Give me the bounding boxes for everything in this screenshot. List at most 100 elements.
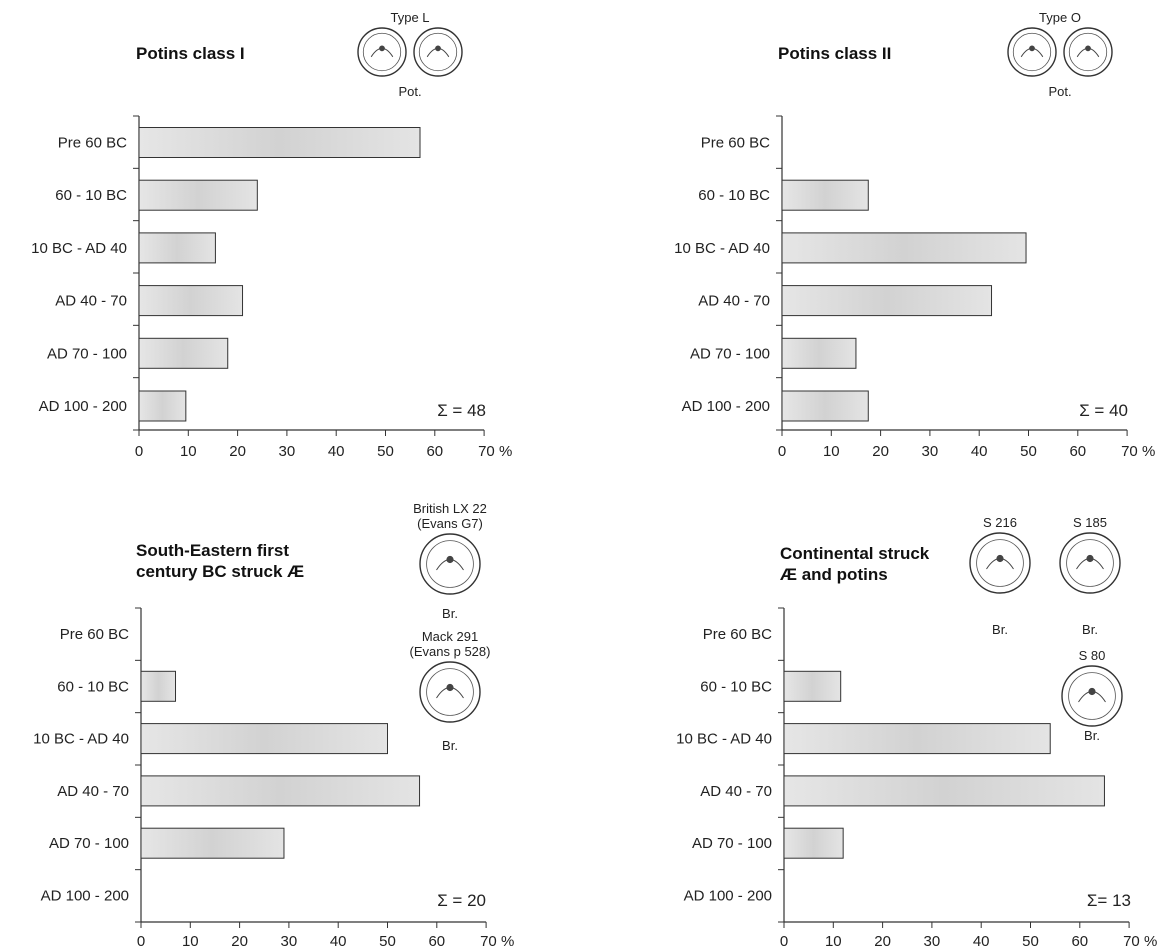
- british-coin-lx22-icon: [419, 533, 481, 595]
- chart-3-category-label: 10 BC - AD 40: [33, 731, 129, 748]
- potin-coin-type-l-icon-reverse-rim: [413, 27, 463, 77]
- chart-3-coin-caption-line: (Evans G7): [417, 516, 483, 531]
- chart-4-category-label: 60 - 10 BC: [700, 678, 772, 695]
- chart-2-x-tick-label: 20: [872, 443, 889, 460]
- coin-s185-icon: [1059, 532, 1121, 594]
- chart-4-category-label: AD 40 - 70: [700, 783, 772, 800]
- chart-1-x-tick-label: 70 %: [478, 443, 512, 460]
- chart-4-coin-caption: S 216: [983, 515, 1017, 530]
- chart-4-sum-annotation: Σ= 13: [1087, 891, 1131, 910]
- chart-4: Continental struck Æ and potins Pre 60 BC 6…: [676, 515, 1157, 950]
- chart-1-coin-caption-line: Type L: [390, 10, 429, 25]
- chart-3-bar: [140, 827, 285, 859]
- potin-coin-type-o-icon-reverse: [1063, 27, 1113, 77]
- chart-1-x-tick-label: 60: [426, 443, 443, 460]
- mack-291-coin-icon-inner: [426, 668, 474, 716]
- chart-2-bar: [781, 337, 857, 369]
- chart-4-coin-caption: S 185: [1073, 515, 1107, 530]
- british-coin-lx22-icon-inner: [426, 540, 474, 588]
- potin-coin-type-o-icon-obverse: [1007, 27, 1057, 77]
- chart-2-category-label: AD 100 - 200: [682, 398, 770, 415]
- chart-4-coin-caption: Br.: [1082, 622, 1098, 637]
- chart-3-x-tick-label: 40: [330, 933, 347, 950]
- potin-coin-type-o-icon-obverse-rim: [1007, 27, 1057, 77]
- chart-3-coin-caption-line: Mack 291: [422, 629, 478, 644]
- chart-4-title-line: Continental struck: [780, 544, 930, 563]
- chart-3-title: South-Eastern first century BC struck Æ: [136, 541, 304, 581]
- chart-2-category-label: AD 40 - 70: [698, 293, 770, 310]
- chart-1-sum-annotation: Σ = 48: [437, 401, 486, 420]
- chart-4-coin-caption-line: S 216: [983, 515, 1017, 530]
- coin-s216-icon-inner: [976, 539, 1024, 587]
- mack-291-coin-icon: [419, 661, 481, 723]
- chart-1-category-label: 60 - 10 BC: [55, 187, 127, 204]
- chart-1-coin-caption: Type L: [390, 10, 429, 25]
- chart-3-coin-caption: British LX 22 (Evans G7): [413, 501, 487, 531]
- chart-3-bar: [140, 723, 388, 755]
- coin-s80-icon-rim: [1061, 665, 1123, 727]
- potin-coin-type-o-icon-reverse-rim: [1063, 27, 1113, 77]
- chart-2-category-label: Pre 60 BC: [701, 135, 770, 152]
- potin-coin-type-l-icon-reverse: [413, 27, 463, 77]
- chart-2-category-label: 10 BC - AD 40: [674, 240, 770, 257]
- mack-291-coin-icon-rim: [419, 661, 481, 723]
- chart-1-bar: [138, 337, 229, 369]
- chart-2: Potins class II Pre 60 BC 60 - 10 BC 10 BC …: [674, 10, 1155, 460]
- chart-3: South-Eastern first century BC struck Æ Pr…: [33, 501, 514, 950]
- chart-2-x-tick-label: 40: [971, 443, 988, 460]
- potin-coin-type-l-icon-obverse-rim: [357, 27, 407, 77]
- chart-1-bar: [138, 179, 258, 211]
- chart-3-title-line: century BC struck Æ: [136, 562, 304, 581]
- coin-s80-icon-dot: [1088, 687, 1096, 696]
- chart-4-bar: [783, 775, 1105, 807]
- chart-1-x-tick-label: 10: [180, 443, 197, 460]
- chart-4-bar: [783, 827, 844, 859]
- chart-4-coin-caption-line: Br.: [1084, 728, 1100, 743]
- chart-2-sum-annotation: Σ = 40: [1079, 401, 1128, 420]
- chart-4-coin-caption-line: Br.: [992, 622, 1008, 637]
- chart-3-coin-caption: Br.: [442, 738, 458, 753]
- chart-4-coin-caption: Br.: [1084, 728, 1100, 743]
- coin-s185-icon-inner: [1066, 539, 1114, 587]
- chart-2-x-tick-label: 10: [823, 443, 840, 460]
- chart-3-x-tick-label: 60: [428, 933, 445, 950]
- chart-4-x-tick-label: 60: [1071, 933, 1088, 950]
- chart-4-x-tick-label: 10: [825, 933, 842, 950]
- chart-4-title-line: Æ and potins: [780, 565, 888, 584]
- chart-2-bar: [781, 285, 993, 317]
- chart-1-title: Potins class I: [136, 44, 245, 63]
- chart-2-coin-caption: Pot.: [1048, 84, 1071, 99]
- coin-s185-icon-rim: [1059, 532, 1121, 594]
- potin-coin-type-l-icon-reverse-inner: [418, 32, 458, 72]
- chart-1-bar: [138, 127, 421, 158]
- coin-s216-icon-rim: [969, 532, 1031, 594]
- chart-4-bar: [783, 670, 842, 702]
- chart-4-coin-caption: S 80: [1079, 648, 1106, 663]
- chart-4-category-label: AD 70 - 100: [692, 835, 772, 852]
- chart-4-category-label: AD 100 - 200: [684, 888, 772, 905]
- chart-1-category-label: AD 70 - 100: [47, 345, 127, 362]
- chart-4-title: Continental struck Æ and potins: [780, 544, 930, 584]
- chart-2-x-tick-label: 30: [922, 443, 939, 460]
- potin-coin-type-l-icon-reverse-dot: [435, 45, 441, 52]
- chart-3-category-label: Pre 60 BC: [60, 626, 129, 643]
- chart-2-title-line: Potins class II: [778, 44, 891, 63]
- potin-coin-type-l-icon-obverse-dot: [379, 45, 385, 52]
- chart-4-coin-caption: Br.: [992, 622, 1008, 637]
- chart-4-x-tick-label: 0: [780, 933, 788, 950]
- chart-2-coin-caption: Type O: [1039, 10, 1081, 25]
- chart-3-sum-annotation: Σ = 20: [437, 891, 486, 910]
- chart-3-category-label: 60 - 10 BC: [57, 678, 129, 695]
- chart-1-title-line: Potins class I: [136, 44, 245, 63]
- chart-3-coin-caption-line: Br.: [442, 738, 458, 753]
- chart-2-coin-caption-line: Pot.: [1048, 84, 1071, 99]
- chart-4-x-tick-label: 40: [973, 933, 990, 950]
- chart-3-coin-caption: Mack 291 (Evans p 528): [410, 629, 491, 659]
- chart-1-bar: [138, 232, 216, 264]
- chart-1-x-tick-label: 0: [135, 443, 143, 460]
- chart-1-x-tick-label: 40: [328, 443, 345, 460]
- potin-coin-type-o-icon-obverse-inner: [1012, 32, 1052, 72]
- coin-s185-icon-dot: [1086, 554, 1094, 563]
- chart-4-x-tick-label: 70 %: [1123, 933, 1157, 950]
